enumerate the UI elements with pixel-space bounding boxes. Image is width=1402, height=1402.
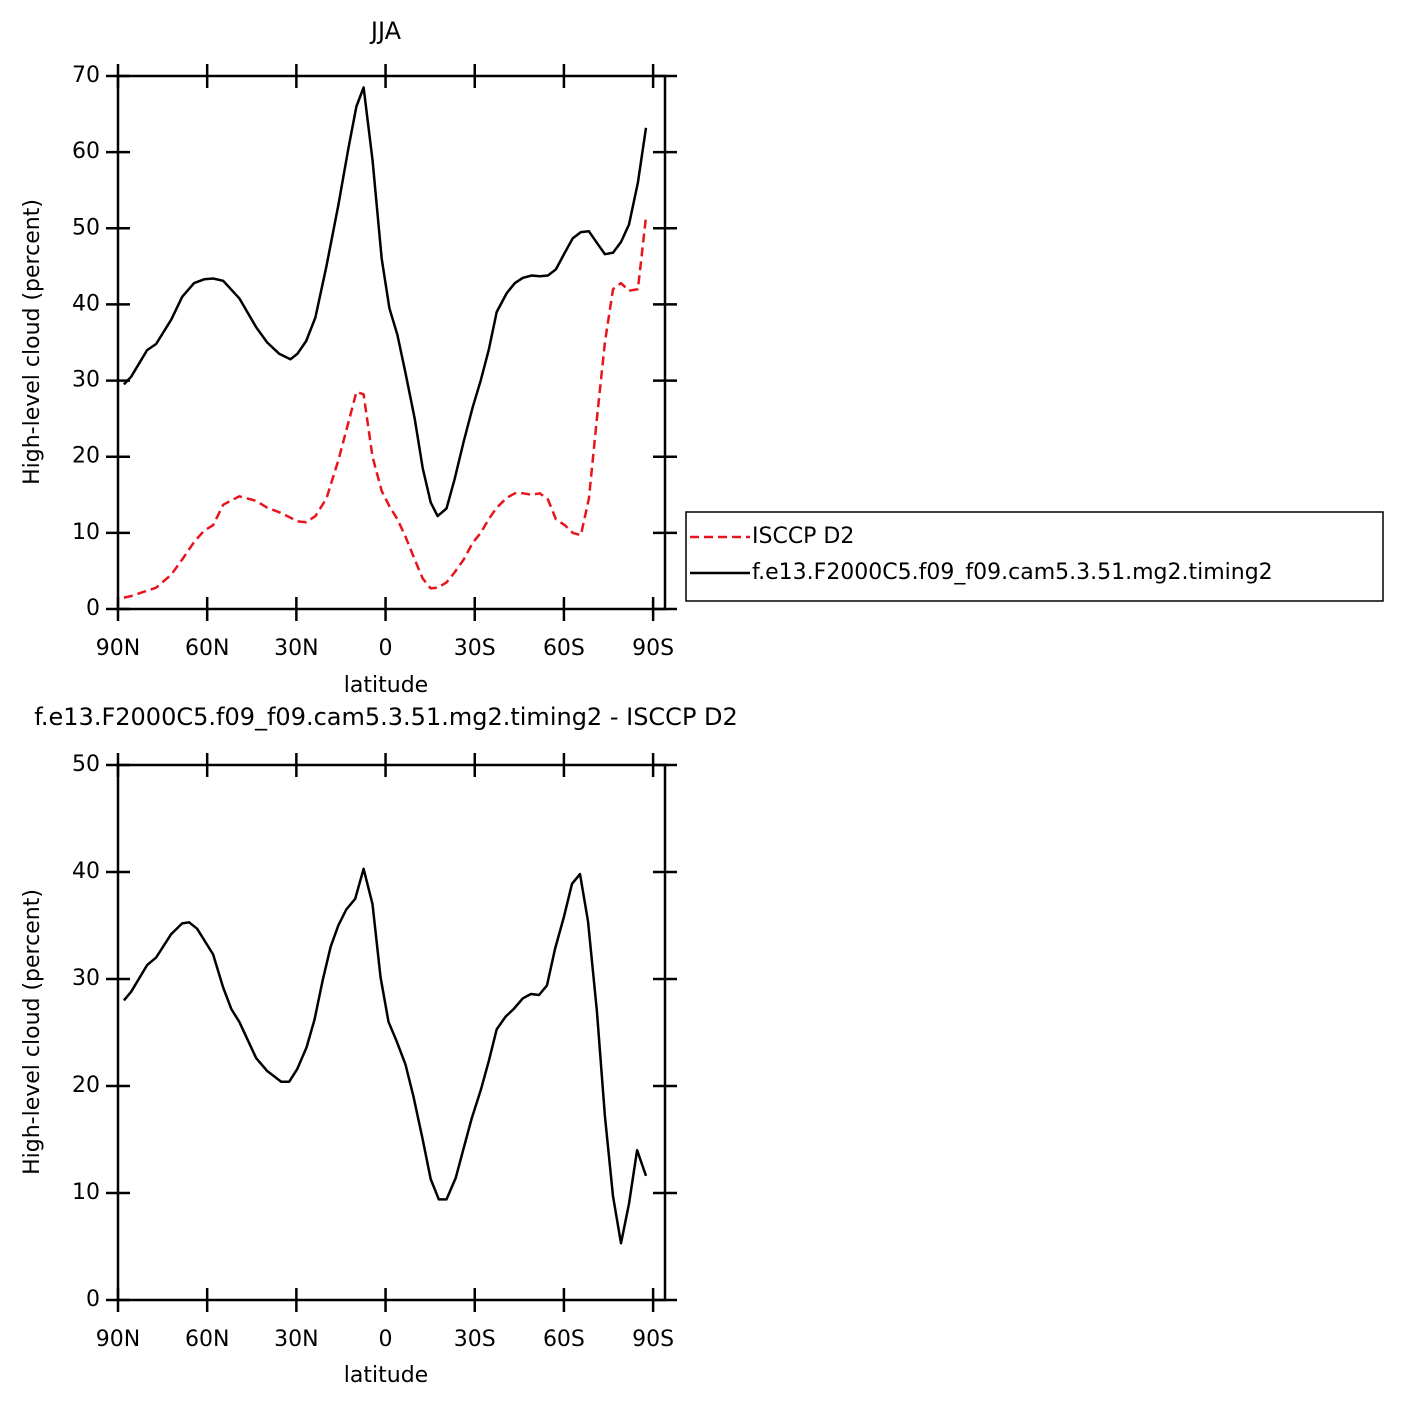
x-axis-label: latitude [344,1363,428,1388]
legend-label: ISCCP D2 [752,524,854,549]
x-tick-label: 30N [274,636,318,661]
y-tick-label: 40 [72,859,100,884]
x-tick-label: 60N [185,636,229,661]
x-tick-label: 30N [274,1327,318,1352]
y-tick-label: 0 [86,1287,100,1312]
x-tick-label: 90N [96,1327,140,1352]
y-tick-label: 50 [72,215,100,240]
y-tick-label: 10 [72,520,100,545]
x-axis-label: latitude [344,673,428,698]
x-tick-label: 30S [454,636,496,661]
y-tick-label: 0 [86,596,100,621]
x-tick-label: 30S [454,1327,496,1352]
x-tick-label: 90S [632,1327,674,1352]
legend-label: f.e13.F2000C5.f09_f09.cam5.3.51.mg2.timi… [752,560,1273,585]
y-tick-label: 20 [72,444,100,469]
y-axis-label: High-level cloud (percent) [20,199,45,485]
y-tick-label: 30 [72,966,100,991]
x-tick-label: 0 [379,1327,393,1352]
x-tick-label: 60S [543,1327,585,1352]
series-line [122,86,648,518]
y-tick-label: 60 [72,139,100,164]
legend-box [685,511,1384,602]
plot-frame [116,763,667,1302]
series-line [122,867,648,1245]
x-tick-label: 90S [632,636,674,661]
y-tick-label: 70 [72,63,100,88]
y-tick-label: 10 [72,1180,100,1205]
chart-title: f.e13.F2000C5.f09_f09.cam5.3.51.mg2.timi… [34,703,738,731]
y-axis-label: High-level cloud (percent) [20,889,45,1175]
chart-title: JJA [369,17,402,45]
series-line [123,216,648,599]
y-tick-label: 40 [72,291,100,316]
x-tick-label: 60S [543,636,585,661]
x-tick-label: 0 [379,636,393,661]
x-tick-label: 90N [96,636,140,661]
x-tick-label: 60N [185,1327,229,1352]
plot-frame [116,74,667,611]
y-tick-label: 30 [72,368,100,393]
y-tick-label: 20 [72,1073,100,1098]
y-tick-label: 50 [72,752,100,777]
